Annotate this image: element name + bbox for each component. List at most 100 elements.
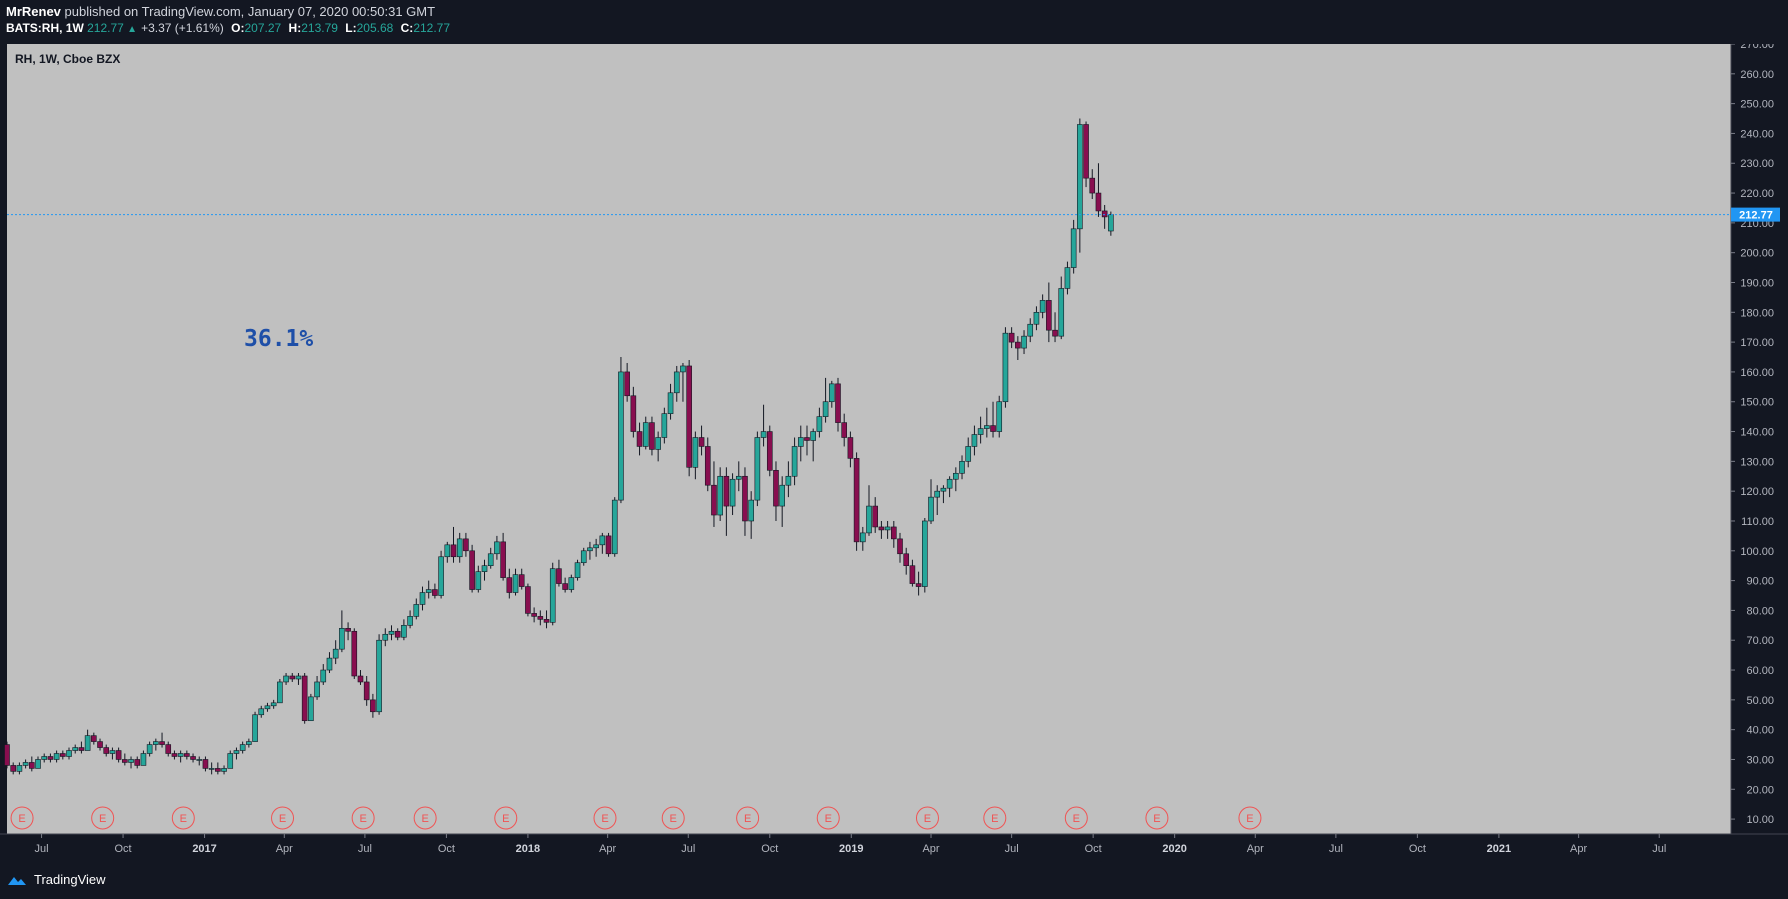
earnings-circle: [494, 806, 518, 830]
y-tick-label: 70.00: [1746, 635, 1774, 647]
candle-body: [611, 499, 618, 555]
candle: [1108, 211, 1114, 236]
candle: [419, 586, 426, 611]
candle-body: [655, 437, 661, 450]
candle-body: [1052, 329, 1058, 337]
candle-body: [977, 428, 984, 435]
candle-body: [884, 526, 891, 531]
candle-body: [35, 759, 41, 769]
candle-body: [450, 544, 457, 558]
candle-body: [382, 633, 389, 641]
candle: [835, 377, 841, 432]
candle-body: [735, 475, 742, 480]
y-tick-label: 20.00: [1746, 784, 1774, 796]
candle-body: [394, 630, 401, 638]
candle-body: [816, 416, 823, 432]
ohlc-legend: BATS:RH, 1W 212.77 ▲ +3.37 (+1.61%) O:207…: [6, 21, 450, 35]
candle: [258, 705, 265, 718]
y-tick-label: 90.00: [1746, 576, 1774, 588]
earnings-label: E: [502, 813, 509, 825]
candle: [4, 741, 10, 769]
candle-body: [277, 681, 283, 704]
candle-body: [351, 630, 358, 677]
candle-body: [729, 478, 736, 507]
earnings-label: E: [670, 813, 677, 825]
candle: [618, 357, 624, 504]
percent-annotation[interactable]: 36.1%: [244, 326, 313, 352]
candle-body: [990, 425, 996, 432]
candle-body: [723, 475, 730, 507]
price-axis[interactable]: [1731, 44, 1788, 834]
symbol-label[interactable]: BATS:RH, 1W: [6, 21, 84, 35]
candle: [556, 559, 562, 587]
candle: [990, 401, 996, 438]
candle-body: [283, 675, 289, 683]
earnings-marker: E: [271, 806, 295, 830]
low-value: 205.68: [356, 21, 394, 35]
candle: [698, 425, 705, 456]
candle: [853, 452, 860, 551]
candle: [946, 476, 953, 498]
candle-body: [872, 505, 879, 528]
candle: [717, 467, 723, 521]
candle-body: [494, 541, 500, 555]
candle: [388, 625, 395, 641]
plot-area[interactable]: [7, 44, 1731, 834]
candle-body: [128, 759, 134, 763]
earnings-circle: [271, 806, 295, 830]
candle-body: [934, 490, 941, 498]
candle: [382, 628, 389, 647]
y-tick-label: 60.00: [1746, 665, 1774, 677]
candle: [934, 485, 941, 516]
candle: [525, 583, 531, 617]
candle-body: [221, 768, 227, 772]
candle: [109, 747, 116, 760]
candle-body: [184, 753, 190, 757]
time-axis[interactable]: [0, 834, 1788, 863]
candle: [1052, 312, 1058, 343]
earnings-marker: E: [1145, 806, 1169, 830]
earnings-marker: E: [91, 806, 115, 830]
candle: [196, 756, 203, 766]
candle: [971, 425, 978, 456]
candle: [29, 756, 35, 772]
candle-body: [897, 538, 903, 555]
candle: [872, 497, 879, 533]
candle-body: [568, 577, 575, 590]
candle-body: [270, 702, 277, 707]
candle: [146, 741, 153, 757]
candle: [326, 652, 333, 674]
tradingview-logo[interactable]: TradingView: [6, 872, 106, 887]
candle: [847, 431, 854, 468]
open-value: 207.27: [244, 21, 282, 35]
earnings-label: E: [601, 813, 608, 825]
candle: [456, 532, 463, 563]
candle: [72, 744, 79, 754]
candle-body: [965, 446, 972, 462]
candle-body: [779, 484, 785, 507]
candle: [773, 461, 779, 521]
candle: [60, 750, 66, 760]
candle: [891, 520, 897, 548]
x-tick-label: 2020: [1162, 843, 1186, 855]
x-tick-label: Jul: [358, 843, 372, 855]
y-tick-label: 270.00: [1740, 44, 1774, 51]
candle: [611, 497, 618, 557]
candle-body: [506, 577, 513, 593]
candle: [301, 673, 308, 724]
candle-body: [425, 589, 432, 593]
earnings-label: E: [744, 813, 751, 825]
earnings-marker: E: [10, 806, 34, 830]
author-name[interactable]: MrRenev: [6, 4, 61, 19]
candle-body: [16, 765, 23, 772]
x-tick-label: Oct: [761, 843, 778, 855]
candle-body: [878, 526, 885, 531]
candle: [463, 532, 469, 557]
candle-body: [481, 565, 488, 572]
candle: [47, 753, 54, 763]
candle: [977, 416, 984, 444]
candle: [184, 750, 190, 760]
candle-body: [984, 425, 990, 429]
